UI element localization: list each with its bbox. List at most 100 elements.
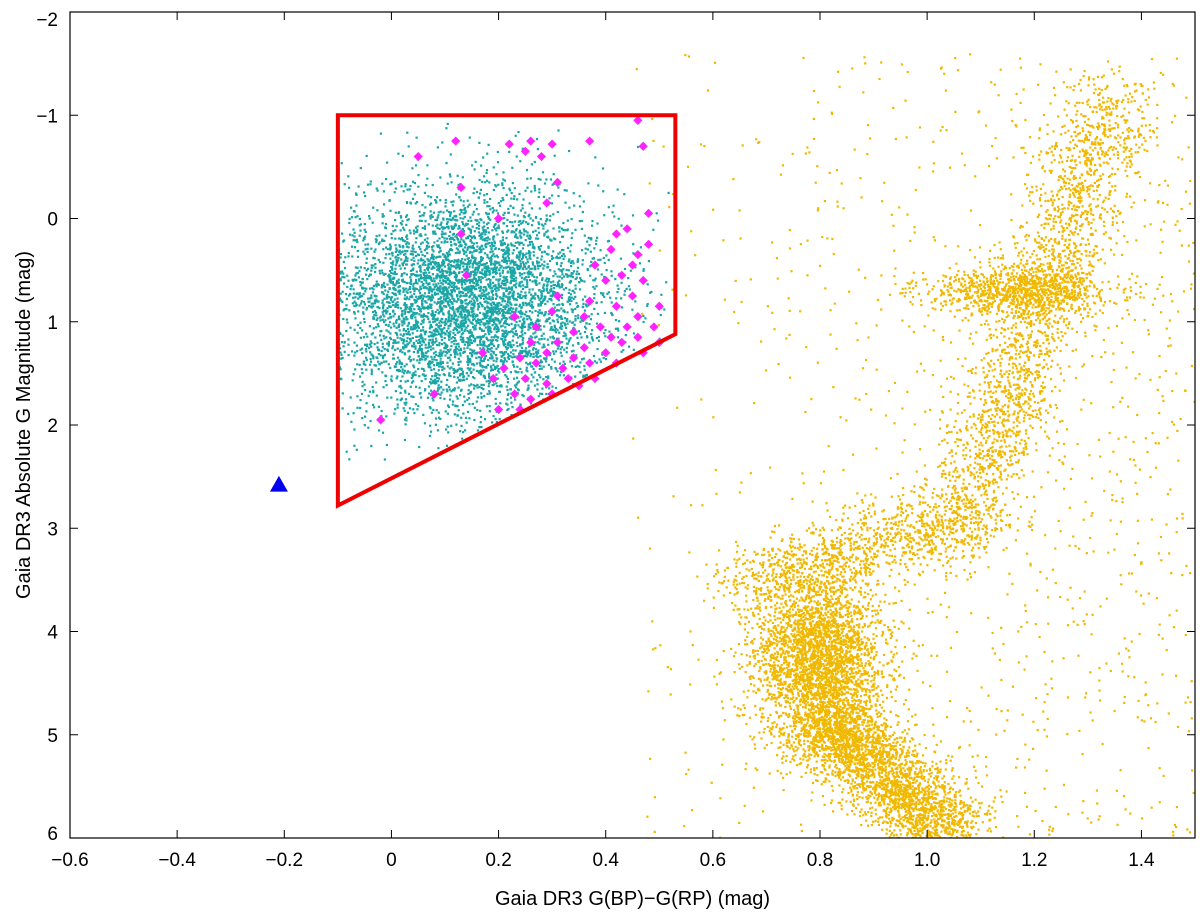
data-point — [740, 708, 742, 710]
data-point — [773, 638, 775, 640]
data-point — [743, 691, 745, 693]
data-point — [818, 675, 820, 677]
data-point — [854, 707, 856, 709]
data-point — [767, 717, 769, 719]
data-point — [842, 776, 844, 778]
data-point — [797, 654, 799, 656]
data-point — [780, 704, 782, 706]
data-point — [755, 692, 757, 694]
data-point — [789, 689, 791, 691]
data-point — [768, 628, 770, 630]
data-point — [807, 595, 809, 597]
data-point — [847, 753, 849, 755]
data-point — [764, 645, 766, 647]
data-point — [869, 568, 871, 570]
data-point — [809, 609, 811, 611]
data-point — [886, 528, 888, 530]
data-point — [821, 608, 823, 610]
data-point — [783, 681, 785, 683]
data-point — [781, 688, 783, 690]
data-point — [908, 752, 910, 754]
data-point — [826, 760, 828, 762]
data-point — [937, 839, 939, 841]
data-point — [867, 604, 869, 606]
data-point — [914, 714, 916, 716]
data-point — [877, 716, 879, 718]
data-point — [857, 762, 859, 764]
data-point — [907, 812, 909, 814]
data-point — [960, 807, 962, 809]
data-point — [944, 794, 946, 796]
data-point — [852, 719, 854, 721]
data-point — [842, 656, 844, 658]
data-point — [927, 845, 929, 847]
data-point — [769, 619, 771, 621]
data-point — [853, 561, 855, 563]
data-point — [829, 651, 831, 653]
data-point — [772, 622, 774, 624]
data-point — [805, 772, 807, 774]
data-point — [872, 762, 874, 764]
data-point — [864, 746, 866, 748]
data-point — [969, 813, 971, 815]
data-point — [951, 769, 953, 771]
data-point — [821, 637, 823, 639]
data-point — [940, 769, 942, 771]
data-point — [825, 745, 827, 747]
data-point — [879, 761, 881, 763]
data-point — [841, 644, 843, 646]
data-point — [883, 710, 885, 712]
data-point — [819, 681, 821, 683]
data-point — [836, 615, 838, 617]
data-point — [854, 684, 856, 686]
data-point — [824, 667, 826, 669]
data-point — [760, 737, 762, 739]
data-point — [793, 725, 795, 727]
data-point — [803, 482, 805, 484]
data-point — [815, 622, 817, 624]
data-point — [830, 719, 832, 721]
data-point — [823, 640, 825, 642]
data-point — [952, 767, 954, 769]
data-point — [792, 693, 794, 695]
data-point — [987, 842, 989, 844]
data-point — [808, 733, 810, 735]
data-point — [857, 738, 859, 740]
data-point — [871, 744, 873, 746]
data-point — [790, 640, 792, 642]
data-point — [848, 626, 850, 628]
data-point — [889, 763, 891, 765]
data-point — [973, 815, 975, 817]
data-point — [873, 737, 875, 739]
data-point — [892, 806, 894, 808]
data-point — [947, 813, 949, 815]
data-point — [834, 730, 836, 732]
data-point — [913, 794, 915, 796]
data-point — [738, 715, 740, 717]
data-point — [861, 683, 863, 685]
data-point — [804, 639, 806, 641]
data-point — [783, 732, 785, 734]
data-point — [915, 801, 917, 803]
data-point — [724, 576, 726, 578]
data-point — [891, 635, 893, 637]
data-point — [943, 858, 945, 860]
data-point — [827, 774, 829, 776]
data-point — [756, 623, 758, 625]
data-point — [785, 661, 787, 663]
data-point — [890, 711, 892, 713]
data-point — [739, 623, 741, 625]
data-point — [880, 804, 882, 806]
data-point — [841, 628, 843, 630]
data-point — [841, 791, 843, 793]
data-point — [836, 710, 838, 712]
data-point — [853, 662, 855, 664]
data-point — [924, 790, 926, 792]
data-point — [966, 826, 968, 828]
data-point — [845, 635, 847, 637]
data-point — [815, 706, 817, 708]
data-point — [851, 621, 853, 623]
data-point — [966, 862, 968, 864]
data-point — [945, 827, 947, 829]
data-point — [802, 624, 804, 626]
